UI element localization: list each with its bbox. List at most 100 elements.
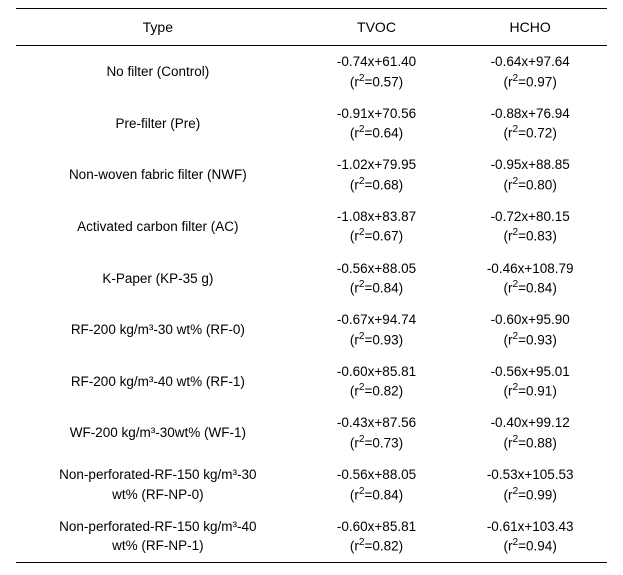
hcho-cell: -0.56x+95.01(r2=0.91) [453,356,607,408]
type-line1: Non-woven fabric filter (NWF) [20,165,296,185]
tvoc-r2: (r2=0.68) [304,175,450,195]
col-tvoc: TVOC [300,9,454,46]
type-cell: WF-200 kg/m³-30wt% (WF-1) [16,407,300,459]
hcho-r2: (r2=0.97) [457,72,603,92]
col-type: Type [16,9,300,46]
type-cell: Pre-filter (Pre) [16,98,300,150]
type-line2: wt% (RF-NP-0) [20,485,296,505]
hcho-r2: (r2=0.72) [457,123,603,143]
hcho-r2-value: 0.91 [526,384,552,399]
tvoc-cell: -0.74x+61.40(r2=0.57) [300,46,454,98]
type-line1: RF-200 kg/m³-30 wt% (RF-0) [20,320,296,340]
hcho-r2: (r2=0.91) [457,381,603,401]
hcho-equation: -0.72x+80.15 [457,207,603,227]
tvoc-cell: -0.60x+85.81(r2=0.82) [300,356,454,408]
hcho-r2-value: 0.84 [526,281,552,296]
hcho-r2: (r2=0.93) [457,330,603,350]
type-line1: K-Paper (KP-35 g) [20,269,296,289]
hcho-r2-value: 0.93 [526,332,552,347]
hcho-r2-value: 0.88 [526,435,552,450]
tvoc-equation: -0.43x+87.56 [304,413,450,433]
type-line1: Non-perforated-RF-150 kg/m³-40 [20,517,296,537]
type-line1: Pre-filter (Pre) [20,114,296,134]
table-row: No filter (Control)-0.74x+61.40(r2=0.57)… [16,46,607,98]
hcho-r2: (r2=0.83) [457,226,603,246]
hcho-r2: (r2=0.99) [457,485,603,505]
hcho-equation: -0.56x+95.01 [457,362,603,382]
hcho-equation: -0.40x+99.12 [457,413,603,433]
tvoc-r2: (r2=0.64) [304,123,450,143]
tvoc-equation: -1.02x+79.95 [304,155,450,175]
type-line1: WF-200 kg/m³-30wt% (WF-1) [20,423,296,443]
type-cell: No filter (Control) [16,46,300,98]
hcho-cell: -0.61x+103.43(r2=0.94) [453,511,607,563]
table-row: Pre-filter (Pre)-0.91x+70.56(r2=0.64)-0.… [16,98,607,150]
tvoc-r2-value: 0.68 [372,177,398,192]
hcho-r2: (r2=0.94) [457,536,603,556]
type-line1: No filter (Control) [20,62,296,82]
filter-table: Type TVOC HCHO No filter (Control)-0.74x… [16,8,607,563]
hcho-cell: -0.88x+76.94(r2=0.72) [453,98,607,150]
tvoc-r2-value: 0.82 [372,539,398,554]
tvoc-cell: -0.43x+87.56(r2=0.73) [300,407,454,459]
hcho-r2-value: 0.97 [526,74,552,89]
hcho-r2-value: 0.80 [526,177,552,192]
table-header-row: Type TVOC HCHO [16,9,607,46]
tvoc-cell: -0.67x+94.74(r2=0.93) [300,304,454,356]
tvoc-r2: (r2=0.73) [304,433,450,453]
tvoc-equation: -0.74x+61.40 [304,52,450,72]
tvoc-r2-value: 0.84 [372,487,398,502]
tvoc-cell: -0.56x+88.05(r2=0.84) [300,459,454,511]
type-cell: Non-perforated-RF-150 kg/m³-30wt% (RF-NP… [16,459,300,511]
tvoc-r2-value: 0.64 [372,126,398,141]
table-row: WF-200 kg/m³-30wt% (WF-1)-0.43x+87.56(r2… [16,407,607,459]
tvoc-cell: -0.56x+88.05(r2=0.84) [300,253,454,305]
hcho-r2: (r2=0.80) [457,175,603,195]
table-row: Non-perforated-RF-150 kg/m³-30wt% (RF-NP… [16,459,607,511]
hcho-cell: -0.53x+105.53(r2=0.99) [453,459,607,511]
table-body: No filter (Control)-0.74x+61.40(r2=0.57)… [16,46,607,563]
tvoc-r2-value: 0.82 [372,384,398,399]
tvoc-r2-value: 0.67 [372,229,398,244]
table-row: Non-perforated-RF-150 kg/m³-40wt% (RF-NP… [16,511,607,563]
type-cell: Activated carbon filter (AC) [16,201,300,253]
hcho-equation: -0.53x+105.53 [457,465,603,485]
type-line1: Non-perforated-RF-150 kg/m³-30 [20,465,296,485]
tvoc-equation: -0.56x+88.05 [304,465,450,485]
col-hcho: HCHO [453,9,607,46]
type-cell: RF-200 kg/m³-30 wt% (RF-0) [16,304,300,356]
type-line1: Activated carbon filter (AC) [20,217,296,237]
hcho-cell: -0.46x+108.79(r2=0.84) [453,253,607,305]
hcho-equation: -0.88x+76.94 [457,104,603,124]
hcho-r2-value: 0.94 [526,539,552,554]
tvoc-r2-value: 0.57 [372,74,398,89]
hcho-equation: -0.60x+95.90 [457,310,603,330]
tvoc-r2: (r2=0.67) [304,226,450,246]
type-cell: K-Paper (KP-35 g) [16,253,300,305]
tvoc-r2-value: 0.84 [372,281,398,296]
hcho-equation: -0.46x+108.79 [457,259,603,279]
hcho-r2-value: 0.72 [526,126,552,141]
hcho-equation: -0.64x+97.64 [457,52,603,72]
tvoc-equation: -0.60x+85.81 [304,362,450,382]
tvoc-equation: -0.67x+94.74 [304,310,450,330]
table-row: K-Paper (KP-35 g)-0.56x+88.05(r2=0.84)-0… [16,253,607,305]
hcho-equation: -0.95x+88.85 [457,155,603,175]
tvoc-r2: (r2=0.82) [304,536,450,556]
hcho-cell: -0.40x+99.12(r2=0.88) [453,407,607,459]
tvoc-cell: -0.60x+85.81(r2=0.82) [300,511,454,563]
tvoc-cell: -1.02x+79.95(r2=0.68) [300,149,454,201]
type-line2: wt% (RF-NP-1) [20,536,296,556]
type-cell: Non-woven fabric filter (NWF) [16,149,300,201]
hcho-r2-value: 0.83 [526,229,552,244]
type-cell: RF-200 kg/m³-40 wt% (RF-1) [16,356,300,408]
tvoc-r2-value: 0.93 [372,332,398,347]
tvoc-cell: -0.91x+70.56(r2=0.64) [300,98,454,150]
table-row: Activated carbon filter (AC)-1.08x+83.87… [16,201,607,253]
tvoc-equation: -0.91x+70.56 [304,104,450,124]
tvoc-r2: (r2=0.84) [304,485,450,505]
hcho-cell: -0.72x+80.15(r2=0.83) [453,201,607,253]
type-cell: Non-perforated-RF-150 kg/m³-40wt% (RF-NP… [16,511,300,563]
type-line1: RF-200 kg/m³-40 wt% (RF-1) [20,372,296,392]
tvoc-r2: (r2=0.82) [304,381,450,401]
